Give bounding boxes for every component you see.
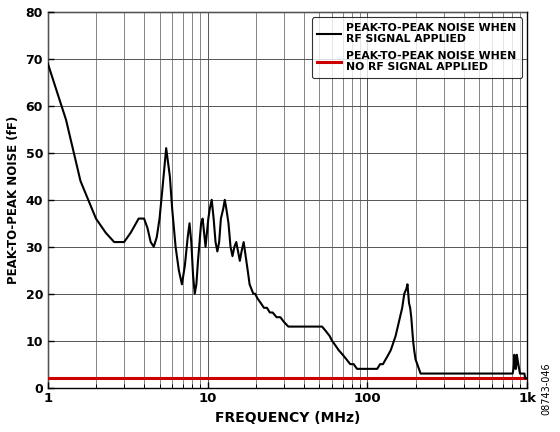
Legend: PEAK-TO-PEAK NOISE WHEN
RF SIGNAL APPLIED, PEAK-TO-PEAK NOISE WHEN
NO RF SIGNAL : PEAK-TO-PEAK NOISE WHEN RF SIGNAL APPLIE… <box>311 17 522 78</box>
Text: 08743-046: 08743-046 <box>542 362 552 415</box>
X-axis label: FREQUENCY (MHz): FREQUENCY (MHz) <box>215 411 360 425</box>
Y-axis label: PEAK-TO-PEAK NOISE (fF): PEAK-TO-PEAK NOISE (fF) <box>7 116 20 284</box>
